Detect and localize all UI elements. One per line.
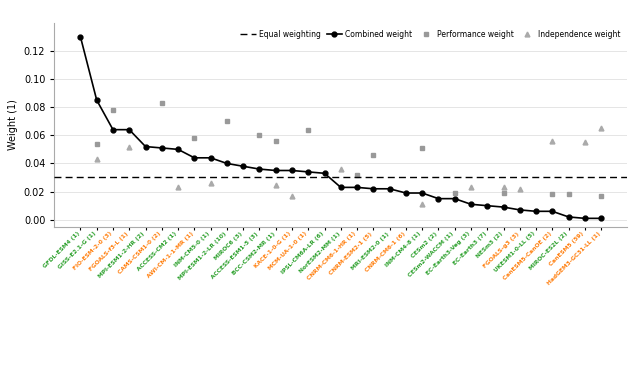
Legend: Equal weighting, Combined weight, Performance weight, Independence weight: Equal weighting, Combined weight, Perfor… [237, 26, 623, 42]
Y-axis label: Weight (1): Weight (1) [8, 99, 19, 150]
